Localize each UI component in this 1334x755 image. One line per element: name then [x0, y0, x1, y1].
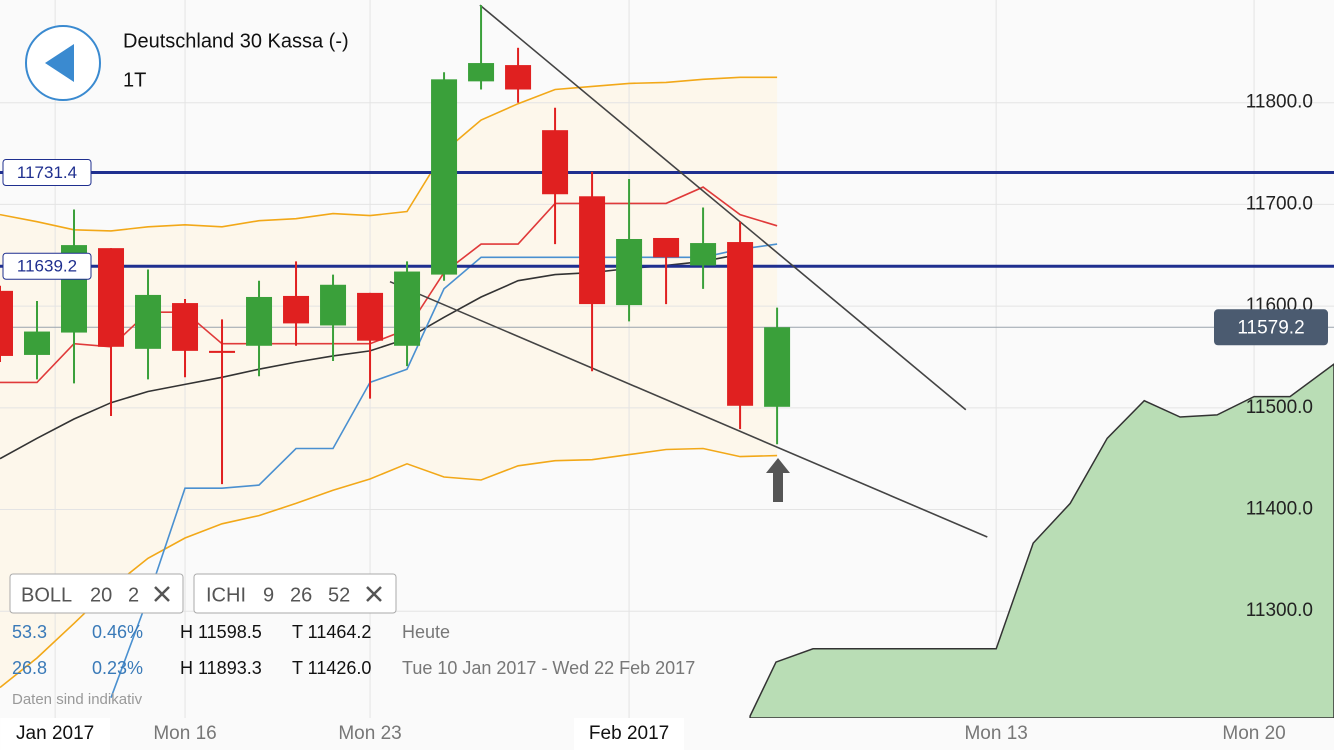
candle-body	[283, 295, 310, 324]
arrow-marker	[766, 458, 790, 502]
y-tick-label: 11500.0	[1246, 397, 1313, 418]
level-label: 11731.4	[17, 163, 77, 182]
trendline	[479, 4, 967, 411]
level-label-box	[2, 252, 92, 280]
plot-area	[0, 0, 1334, 718]
y-tick-label: 11700.0	[1246, 193, 1313, 214]
price-label-box	[1214, 309, 1328, 346]
x-tick-label: Jan 2017	[16, 723, 94, 744]
candle-body	[616, 238, 643, 306]
candle-body	[653, 237, 680, 258]
candle-body	[246, 296, 273, 346]
candle-body	[24, 331, 51, 355]
level-label-box	[2, 158, 92, 186]
info-value: 0.23%	[92, 658, 143, 678]
candle-body	[431, 79, 458, 275]
x-tick-box	[0, 718, 111, 750]
level-label: 11639.2	[17, 257, 77, 276]
info-value: T 11464.2	[292, 622, 371, 642]
legend-chip[interactable]	[9, 573, 184, 614]
back-icon	[45, 44, 74, 82]
info-value: H 11598.5	[180, 622, 262, 642]
candle-body	[727, 242, 754, 406]
chart-title: Deutschland 30 Kassa (-)	[123, 30, 349, 52]
indicator-line	[0, 186, 778, 384]
info-value: H 11893.3	[180, 658, 262, 678]
candle-body	[135, 294, 162, 349]
chip-param: 2	[128, 584, 139, 606]
info-value: 26.8	[12, 658, 47, 678]
y-tick-label: 11300.0	[1246, 600, 1313, 621]
chip-label: ICHI	[206, 584, 246, 606]
price-label: 11579.2	[1237, 317, 1304, 338]
cloud-area	[749, 363, 1334, 718]
info-value: 53.3	[12, 622, 47, 642]
info-value: T 11426.0	[292, 658, 371, 678]
x-tick-box	[574, 718, 685, 750]
candle-body	[357, 292, 384, 341]
candle-body	[209, 350, 236, 353]
chip-param: 20	[90, 584, 112, 606]
y-tick-label: 11800.0	[1246, 92, 1313, 113]
candle-body	[394, 271, 421, 346]
info-value: 0.46%	[92, 622, 143, 642]
candle-body	[172, 303, 199, 351]
x-tick-label: Mon 13	[964, 723, 1027, 744]
period: 1T	[123, 69, 146, 91]
x-tick-label: Mon 20	[1222, 723, 1285, 744]
chip-param: 52	[328, 584, 350, 606]
disclaimer: Daten sind indikativ	[12, 691, 143, 708]
x-tick-label: Mon 16	[153, 723, 216, 744]
overlay: Deutschland 30 Kassa (-) 1T BOLL 20 2 IC…	[0, 25, 1334, 750]
info-value: Tue 10 Jan 2017 - Wed 22 Feb 2017	[402, 658, 695, 678]
trendline	[389, 280, 988, 538]
close-icon[interactable]	[154, 586, 170, 602]
candle-body	[98, 248, 125, 347]
chip-param: 26	[290, 584, 312, 606]
candle-body	[468, 63, 495, 82]
close-icon[interactable]	[366, 586, 382, 602]
candle-body	[505, 65, 532, 90]
candle-body	[320, 284, 347, 326]
candle-body	[542, 130, 569, 195]
indicator-line	[0, 447, 778, 689]
legend-chip[interactable]	[193, 573, 397, 614]
candle-body	[579, 196, 606, 305]
x-tick-label: Mon 23	[338, 723, 401, 744]
candle-body	[0, 290, 13, 356]
info-value: Heute	[402, 622, 450, 642]
y-tick-label: 11400.0	[1246, 499, 1313, 520]
chip-param: 9	[263, 584, 274, 606]
x-tick-label: Feb 2017	[589, 723, 669, 744]
candle-body	[764, 327, 791, 407]
chip-label: BOLL	[21, 584, 72, 606]
indicator-line	[0, 76, 778, 232]
candle-body	[690, 243, 717, 266]
